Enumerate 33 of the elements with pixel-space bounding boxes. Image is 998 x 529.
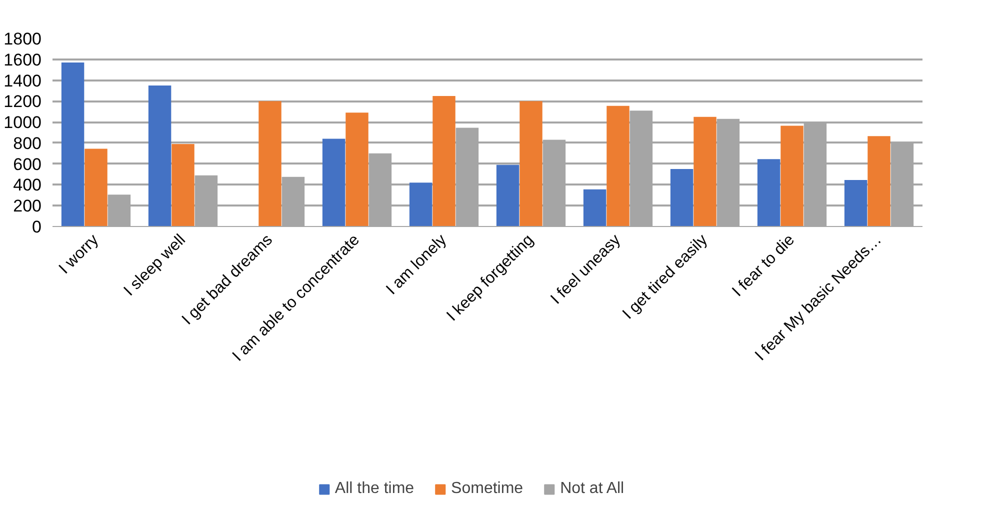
bar [757,159,780,226]
y-tick-label: 1800 [4,30,42,48]
bar [409,182,432,226]
bar [258,101,282,226]
y-tick-label: 400 [13,176,42,195]
bar [694,116,716,226]
bar [868,136,890,226]
bar [346,112,368,226]
y-tick-label: 1600 [4,50,42,70]
bar [670,169,694,226]
y-tick-label: 1400 [4,71,42,90]
bar [583,189,606,226]
bar [606,106,630,226]
bar [780,126,804,226]
legend-label: Not at All [560,480,624,498]
legend-label: Sometime [451,480,524,498]
legend-label: All the time [334,480,414,498]
bar [148,86,172,226]
bar [322,138,346,226]
bar [61,62,84,226]
y-tick-label: 0 [32,218,42,236]
x-tick-label: I fear to die [729,231,798,300]
bar [844,180,868,226]
y-tick-label: 1200 [4,92,42,112]
bar [496,164,520,226]
bar [172,144,194,226]
bar [520,101,542,226]
y-tick-label: 800 [13,134,42,153]
bar [432,96,456,226]
y-tick-label: 200 [13,196,42,216]
y-tick-label: 600 [13,154,42,174]
bar [84,148,108,226]
y-tick-label: 1000 [4,113,42,132]
